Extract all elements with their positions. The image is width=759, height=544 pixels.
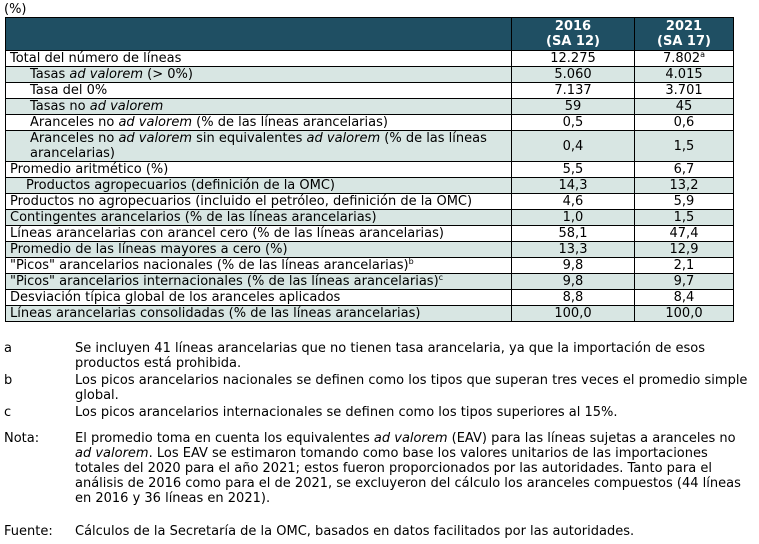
table-row: "Picos" arancelarios internacionales (% …	[5, 273, 734, 290]
value-2021: 12,9	[634, 241, 734, 258]
value-2016: 7.137	[511, 82, 635, 99]
row-label: Promedio aritmético (%)	[5, 161, 512, 178]
header-2016: 2016 (SA 12)	[511, 17, 635, 51]
value-2016: 4,6	[511, 193, 635, 210]
value-2016: 9,8	[511, 273, 635, 290]
footnote-c-text: Los picos arancelarios internacionales s…	[75, 405, 618, 420]
source-key: Fuente:	[4, 524, 53, 539]
footnote-a-key: a	[4, 341, 12, 356]
row-label: Total del número de líneas	[5, 50, 512, 67]
value-2021: 0,6	[634, 114, 734, 131]
value-2016: 5.060	[511, 66, 635, 83]
footnote-a-text: Se incluyen 41 líneas arancelarias que n…	[75, 341, 705, 371]
value-2016: 1,0	[511, 209, 635, 226]
value-2016: 12.275	[511, 50, 635, 67]
table-row: Tasas ad valorem (> 0%) 5.060 4.015	[5, 66, 734, 83]
value-2021: 13,2	[634, 177, 734, 194]
table-row: Contingentes arancelarios (% de las líne…	[5, 209, 734, 226]
value-2021: 45	[634, 98, 734, 115]
value-2016: 0,4	[511, 130, 635, 162]
table-row: Promedio aritmético (%) 5,5 6,7	[5, 161, 734, 178]
value-2021: 8,4	[634, 289, 734, 306]
row-label: Contingentes arancelarios (% de las líne…	[5, 209, 512, 226]
row-label: Productos agropecuarios (definición de l…	[5, 177, 512, 194]
header-2021-year: 2021	[665, 19, 703, 34]
value-2021: 47,4	[634, 225, 734, 242]
table-row: Tasas no ad valorem 59 45	[5, 98, 734, 115]
row-label: Aranceles no ad valorem sin equivalentes…	[5, 130, 512, 162]
unit-label: (%)	[4, 2, 27, 17]
table-row: Desviación típica global de los arancele…	[5, 289, 734, 306]
table-row: Líneas arancelarias consolidadas (% de l…	[5, 305, 734, 322]
row-label: Promedio de las líneas mayores a cero (%…	[5, 241, 512, 258]
header-2021: 2021 (SA 17)	[634, 17, 734, 51]
value-2021: 100,0	[634, 305, 734, 322]
footnote-ref-a: a	[700, 50, 706, 59]
row-label: "Picos" arancelarios nacionales (% de la…	[5, 257, 512, 274]
value-2016: 14,3	[511, 177, 635, 194]
footnote-b-text: Los picos arancelarios nacionales se def…	[75, 373, 748, 403]
value-2021: 2,1	[634, 257, 734, 274]
table-row: "Picos" arancelarios nacionales (% de la…	[5, 257, 734, 274]
value-2016: 58,1	[511, 225, 635, 242]
table-row: Líneas arancelarias con arancel cero (% …	[5, 225, 734, 242]
row-label: Líneas arancelarias con arancel cero (% …	[5, 225, 512, 242]
table-row: Aranceles no ad valorem sin equivalentes…	[5, 130, 734, 162]
source-text: Cálculos de la Secretaría de la OMC, bas…	[75, 524, 635, 539]
value-2021: 1,5	[634, 130, 734, 162]
row-label: Tasas no ad valorem	[5, 98, 512, 115]
header-blank-cell	[5, 17, 512, 51]
footnote-ref-b: b	[408, 257, 414, 266]
tariff-table: 2016 (SA 12) 2021 (SA 17) Total del número…	[5, 17, 734, 322]
value-2016: 5,5	[511, 161, 635, 178]
value-2021: 3.701	[634, 82, 734, 99]
value-2021: 4.015	[634, 66, 734, 83]
value-2016: 0,5	[511, 114, 635, 131]
value-2016: 8,8	[511, 289, 635, 306]
row-label: Aranceles no ad valorem (% de las líneas…	[5, 114, 512, 131]
value-2021: 1,5	[634, 209, 734, 226]
row-label: Desviación típica global de los arancele…	[5, 289, 512, 306]
note-text: El promedio toma en cuenta los equivalen…	[75, 431, 741, 506]
header-2016-year: 2016	[554, 19, 592, 34]
row-label: "Picos" arancelarios internacionales (% …	[5, 273, 512, 290]
table-row: Aranceles no ad valorem (% de las líneas…	[5, 114, 734, 131]
value-2021: 9,7	[634, 273, 734, 290]
table-row: Promedio de las líneas mayores a cero (%…	[5, 241, 734, 258]
note-key: Nota:	[4, 431, 40, 446]
footnote-b-key: b	[4, 373, 13, 388]
row-label: Tasa del 0%	[5, 82, 512, 99]
table-header-row: 2016 (SA 12) 2021 (SA 17)	[5, 17, 734, 51]
row-label: Productos no agropecuarios (incluido el …	[5, 193, 512, 210]
value-2021: 5,9	[634, 193, 734, 210]
table-row: Productos agropecuarios (definición de l…	[5, 177, 734, 194]
table-row: Productos no agropecuarios (incluido el …	[5, 193, 734, 210]
footnote-c-key: c	[4, 405, 12, 420]
table-row: Total del número de líneas 12.275 7.802a	[5, 50, 734, 67]
value-2016: 59	[511, 98, 635, 115]
value-2016: 13,3	[511, 241, 635, 258]
value-2021: 7.802a	[634, 50, 734, 67]
value-2016: 100,0	[511, 305, 635, 322]
table-row: Tasa del 0% 7.137 3.701	[5, 82, 734, 99]
header-2021-nomenclature: (SA 17)	[657, 34, 711, 49]
footnote-ref-c: c	[438, 273, 444, 282]
row-label: Líneas arancelarias consolidadas (% de l…	[5, 305, 512, 322]
header-2016-nomenclature: (SA 12)	[546, 34, 600, 49]
value-2021: 6,7	[634, 161, 734, 178]
value-2016: 9,8	[511, 257, 635, 274]
row-label: Tasas ad valorem (> 0%)	[5, 66, 512, 83]
